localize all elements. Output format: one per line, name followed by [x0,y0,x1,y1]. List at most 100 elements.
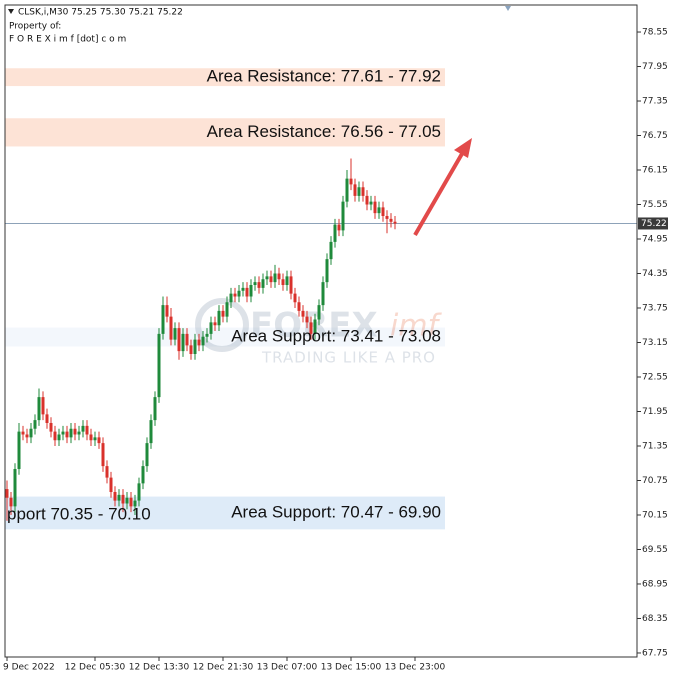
candle-body [321,282,325,306]
candle-body [137,483,141,501]
candle-body [197,339,201,346]
candle-body [49,422,53,432]
candle-body [41,397,45,415]
header: F O R E X i m f [dot] c o m [9,35,126,45]
zone-label: Area Support: 73.41 - 73.08 [231,327,441,346]
y-tick-label: 69.55 [642,545,668,555]
candle-body [161,305,165,334]
zone-label: Area Resistance: 77.61 - 77.92 [207,67,441,86]
candle-body [109,477,113,492]
y-tick-label: 71.35 [642,441,668,451]
candle-body [105,466,109,478]
candle-body [57,434,61,441]
candle-body [89,434,93,441]
candle-body [101,443,105,467]
candle-body [29,428,33,438]
candle-body [65,431,69,438]
x-tick-label: 13 Dec 15:00 [321,663,382,673]
candle-body [301,310,305,317]
candle-body [273,273,277,283]
x-tick-label: 12 Dec 13:30 [129,663,190,673]
candle-body [369,201,373,205]
candle-body [325,259,329,283]
candle-body [257,282,261,288]
zone-label: pport 70.35 - 70.10 [7,504,151,523]
candle-body [113,491,117,501]
candle-body [21,431,25,435]
x-tick-label: 12 Dec 21:30 [193,663,254,673]
candle-body [365,195,369,205]
candle-body [225,302,229,317]
candle-body [245,287,249,297]
candle-body [185,333,189,346]
y-tick-label: 72.55 [642,372,668,382]
candle-body [213,322,217,326]
candle-body [297,302,301,311]
x-tick-label: 12 Dec 05:30 [65,663,126,673]
candle-body [293,293,297,303]
candle-body [329,241,333,260]
y-tick-label: 68.35 [642,614,668,624]
candle-body [353,184,357,196]
plot [5,158,637,521]
y-tick-label: 74.95 [642,235,668,245]
watermark-text: imf [390,309,443,344]
candle-body [129,497,133,507]
candle-body [81,425,85,432]
candle-body [85,425,89,435]
y-tick-label: 67.75 [642,648,668,658]
price-tag [638,217,668,230]
candle-body [157,333,161,398]
header-icon [8,9,14,14]
candle-body [261,279,265,288]
zone [5,118,445,147]
candle-body [281,279,285,286]
candle-body [73,428,77,435]
y-tick-label: 73.15 [642,338,668,348]
y-tick-label: 76.15 [642,166,668,176]
candle-body [69,428,73,438]
candle-body [61,431,65,435]
candle-body [97,437,101,444]
candle-body [385,216,389,219]
zone [5,327,445,347]
zone-labels: Area Resistance: 77.61 - 77.92 Area Resis… [7,67,441,524]
x-tick-label: 13 Dec 07:00 [257,663,318,673]
candle-body [277,273,281,280]
zone-label: Area Resistance: 76.56 - 77.05 [207,122,441,141]
candle-body [93,437,97,441]
candle-body [253,282,257,286]
candle-body [125,497,129,504]
y-tick-label: 75.55 [642,200,668,210]
candle-body [237,290,241,297]
candle-body [9,497,13,507]
candle-body [193,339,197,354]
candle-body [145,443,149,467]
plot-frame [4,4,638,658]
zone-label: Area Support: 70.47 - 69.90 [231,502,441,521]
candle-body [45,414,49,423]
candle-body [305,316,309,323]
candle-body [341,201,345,231]
axes: 67.75 68.35 68.95 69.55 70.15 70.75 71.35 71.95… [3,28,668,673]
zone [5,496,445,530]
candle-body [285,276,289,286]
candle-body [377,207,381,214]
y-tick-label: 70.75 [642,476,668,486]
candle-body [265,276,269,280]
candle-body [149,420,153,444]
candle-body [345,178,349,202]
candle-body [25,434,29,438]
candle-body [229,293,233,303]
y-tick-label: 68.95 [642,579,668,589]
header: Property of: [9,22,61,32]
candle-body [317,305,321,320]
zones [5,68,445,530]
candle-body [133,500,137,507]
candle-body [201,336,205,346]
candle-body [141,466,145,484]
candle-body [241,287,245,291]
y-tick-label: 70.15 [642,510,668,520]
candle-body [289,276,293,294]
candle-body [313,319,317,334]
